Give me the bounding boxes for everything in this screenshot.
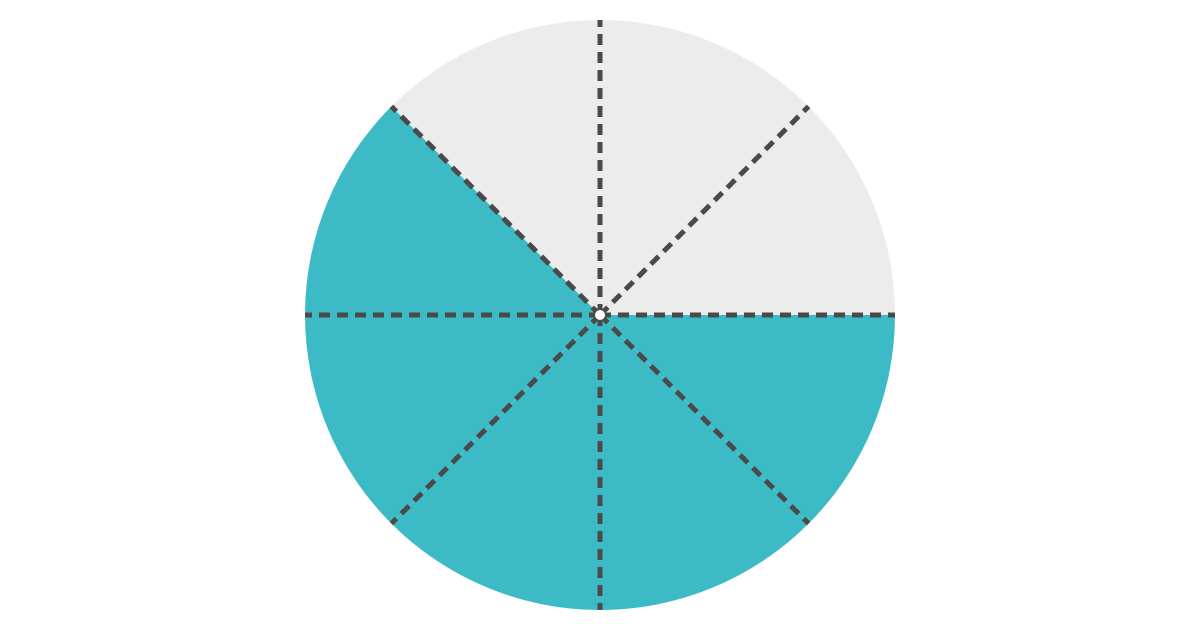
center-dot [595,310,605,320]
fraction-circle-chart [0,0,1200,630]
